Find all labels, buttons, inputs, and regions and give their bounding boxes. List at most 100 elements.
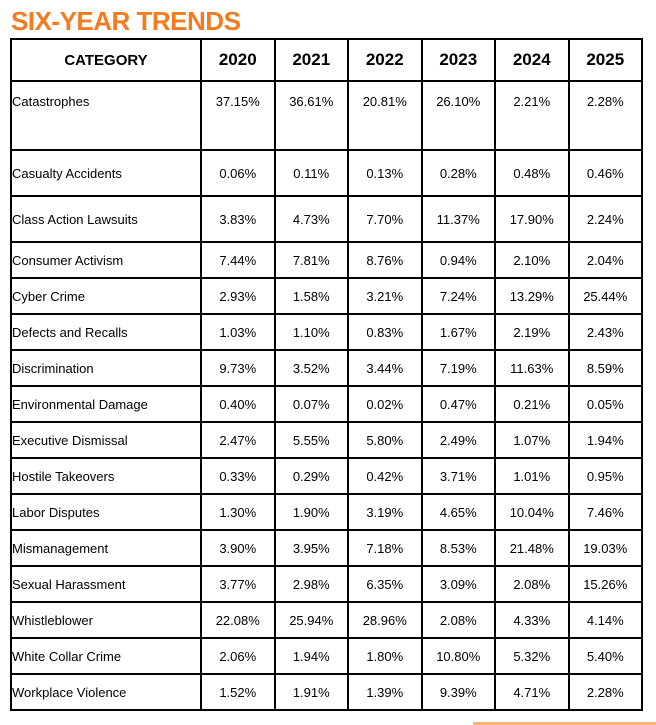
footer-accent-bar [473, 722, 656, 725]
value-cell-2023: 0.94% [420, 241, 496, 279]
value-cell-2023: 9.39% [420, 673, 496, 711]
table-row: Hostile Takeovers 0.33% 0.29% 0.42% 3.71% 1.0… [10, 457, 643, 495]
value-cell-2025: 15.26% [567, 565, 643, 603]
value-cell-2024: 13.29% [494, 277, 570, 315]
column-header-2022: 2022 [347, 38, 423, 82]
value-cell-2023: 2.49% [420, 421, 496, 459]
table-row: White Collar Crime 2.06% 1.94% 1.80% 10.80% 5… [10, 637, 643, 675]
value-cell-2021: 2.98% [273, 565, 349, 603]
value-cell-2020: 9.73% [200, 349, 276, 387]
value-cell-2023: 4.65% [420, 493, 496, 531]
category-cell: Consumer Activism [10, 241, 202, 279]
category-cell: Defects and Recalls [10, 313, 202, 351]
value-cell-2022: 0.02% [347, 385, 423, 423]
category-cell: White Collar Crime [10, 637, 202, 675]
value-cell-2021: 0.11% [273, 149, 349, 197]
table-row: Labor Disputes 1.30% 1.90% 3.19% 4.65% 10.04%… [10, 493, 643, 531]
category-cell: Environmental Damage [10, 385, 202, 423]
value-cell-2021: 4.73% [273, 195, 349, 243]
value-cell-2025: 0.46% [567, 149, 643, 197]
value-cell-2024: 17.90% [494, 195, 570, 243]
value-cell-2024: 1.07% [494, 421, 570, 459]
value-cell-2020: 0.40% [200, 385, 276, 423]
value-cell-2024: 1.01% [494, 457, 570, 495]
value-cell-2023: 3.71% [420, 457, 496, 495]
value-cell-2025: 2.28% [567, 80, 643, 151]
value-cell-2021: 0.29% [273, 457, 349, 495]
value-cell-2022: 3.44% [347, 349, 423, 387]
value-cell-2021: 1.91% [273, 673, 349, 711]
category-cell: Whistleblower [10, 601, 202, 639]
value-cell-2022: 3.19% [347, 493, 423, 531]
column-header-2020: 2020 [200, 38, 276, 82]
value-cell-2020: 3.83% [200, 195, 276, 243]
value-cell-2023: 0.47% [420, 385, 496, 423]
table-row: Sexual Harassment 3.77% 2.98% 6.35% 3.09% 2.0… [10, 565, 643, 603]
value-cell-2025: 2.24% [567, 195, 643, 243]
value-cell-2024: 2.19% [494, 313, 570, 351]
value-cell-2025: 0.95% [567, 457, 643, 495]
value-cell-2024: 2.10% [494, 241, 570, 279]
table-body: Catastrophes 37.15% 36.61% 20.81% 26.10% 2.21… [10, 80, 643, 711]
value-cell-2024: 2.21% [494, 80, 570, 151]
value-cell-2021: 1.94% [273, 637, 349, 675]
value-cell-2022: 5.80% [347, 421, 423, 459]
value-cell-2024: 4.33% [494, 601, 570, 639]
value-cell-2021: 0.07% [273, 385, 349, 423]
category-cell: Cyber Crime [10, 277, 202, 315]
value-cell-2021: 36.61% [273, 80, 349, 151]
value-cell-2023: 3.09% [420, 565, 496, 603]
table-row: Workplace Violence 1.52% 1.91% 1.39% 9.39% 4.… [10, 673, 643, 711]
value-cell-2023: 7.19% [420, 349, 496, 387]
value-cell-2023: 1.67% [420, 313, 496, 351]
value-cell-2020: 1.52% [200, 673, 276, 711]
value-cell-2025: 19.03% [567, 529, 643, 567]
value-cell-2020: 3.90% [200, 529, 276, 567]
value-cell-2020: 3.77% [200, 565, 276, 603]
value-cell-2021: 1.58% [273, 277, 349, 315]
category-cell: Sexual Harassment [10, 565, 202, 603]
value-cell-2022: 7.70% [347, 195, 423, 243]
value-cell-2025: 2.04% [567, 241, 643, 279]
value-cell-2022: 1.39% [347, 673, 423, 711]
value-cell-2022: 7.18% [347, 529, 423, 567]
value-cell-2023: 8.53% [420, 529, 496, 567]
category-cell: Hostile Takeovers [10, 457, 202, 495]
column-header-2024: 2024 [494, 38, 570, 82]
column-header-2021: 2021 [273, 38, 349, 82]
value-cell-2024: 5.32% [494, 637, 570, 675]
value-cell-2025: 4.14% [567, 601, 643, 639]
value-cell-2021: 1.10% [273, 313, 349, 351]
value-cell-2021: 5.55% [273, 421, 349, 459]
trends-table: CATEGORY 2020 2021 2022 2023 2024 2025 C… [10, 38, 643, 711]
table-row: Cyber Crime 2.93% 1.58% 3.21% 7.24% 13.29% 25.… [10, 277, 643, 315]
category-cell: Executive Dismissal [10, 421, 202, 459]
value-cell-2021: 3.52% [273, 349, 349, 387]
value-cell-2022: 6.35% [347, 565, 423, 603]
table-row: Casualty Accidents 0.06% 0.11% 0.13% 0.28% 0.… [10, 149, 643, 197]
category-cell: Mismanagement [10, 529, 202, 567]
value-cell-2024: 0.21% [494, 385, 570, 423]
value-cell-2024: 0.48% [494, 149, 570, 197]
value-cell-2023: 7.24% [420, 277, 496, 315]
value-cell-2020: 1.03% [200, 313, 276, 351]
value-cell-2022: 1.80% [347, 637, 423, 675]
value-cell-2020: 2.06% [200, 637, 276, 675]
value-cell-2022: 0.42% [347, 457, 423, 495]
value-cell-2020: 37.15% [200, 80, 276, 151]
column-header-2023: 2023 [420, 38, 496, 82]
value-cell-2020: 2.47% [200, 421, 276, 459]
value-cell-2022: 3.21% [347, 277, 423, 315]
table-row: Executive Dismissal 2.47% 5.55% 5.80% 2.49% 1… [10, 421, 643, 459]
category-cell: Casualty Accidents [10, 149, 202, 197]
value-cell-2023: 0.28% [420, 149, 496, 197]
value-cell-2025: 8.59% [567, 349, 643, 387]
table-header-row: CATEGORY 2020 2021 2022 2023 2024 2025 [10, 38, 643, 82]
table-row: Environmental Damage 0.40% 0.07% 0.02% 0.47%… [10, 385, 643, 423]
value-cell-2023: 2.08% [420, 601, 496, 639]
value-cell-2022: 0.13% [347, 149, 423, 197]
table-row: Defects and Recalls 1.03% 1.10% 0.83% 1.67% 2… [10, 313, 643, 351]
value-cell-2025: 1.94% [567, 421, 643, 459]
value-cell-2022: 8.76% [347, 241, 423, 279]
column-header-category: CATEGORY [10, 38, 202, 82]
